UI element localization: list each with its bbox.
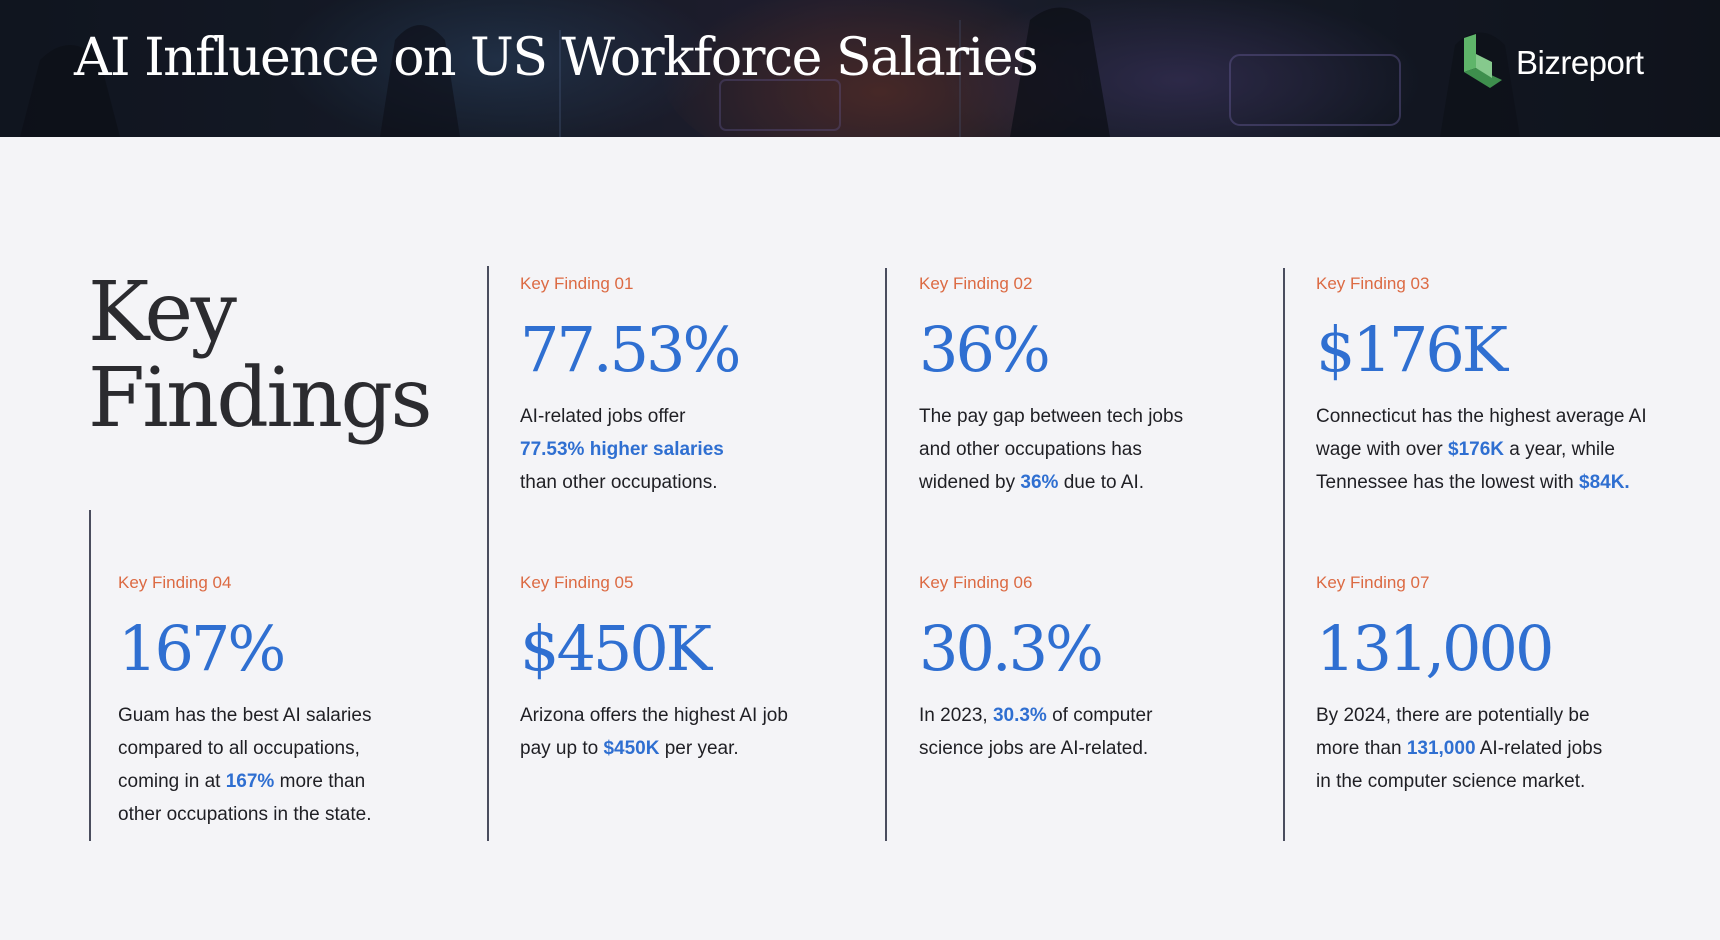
finding-value: 77.53% xyxy=(520,313,741,386)
finding-05: Key Finding 05 $450K Arizona offers the … xyxy=(520,573,865,765)
brand-logo[interactable]: Bizreport xyxy=(1462,34,1644,92)
finding-description: By 2024, there are potentially be more t… xyxy=(1316,699,1616,798)
finding-label: Key Finding 02 xyxy=(919,274,1033,293)
finding-description-text: The pay gap between tech jobs and other … xyxy=(919,406,1184,493)
finding-description-text: By 2024, there are potentially be more t… xyxy=(1316,705,1590,759)
finding-description-text: of computer science jobs are AI-related. xyxy=(919,705,1153,759)
finding-description-text: Connecticut has the highest average AI w… xyxy=(1316,406,1647,460)
finding-description: In 2023, 30.3% of computer science jobs … xyxy=(919,699,1174,765)
finding-value: 131,000 xyxy=(1316,612,1554,685)
finding-label: Key Finding 01 xyxy=(520,274,634,293)
finding-value: 167% xyxy=(118,612,286,685)
finding-label: Key Finding 04 xyxy=(118,573,232,592)
page-title: AI Influence on US Workforce Salaries xyxy=(74,28,1039,88)
finding-06: Key Finding 06 30.3% In 2023, 30.3% of c… xyxy=(919,573,1264,765)
finding-value: 30.3% xyxy=(919,612,1104,685)
header-banner: AI Influence on US Workforce Salaries Bi… xyxy=(0,0,1720,137)
finding-description-text: a year, while Tennessee has the lowest w… xyxy=(1316,439,1615,493)
finding-description: AI-related jobs offer 77.53% higher sala… xyxy=(520,400,740,499)
divider-2 xyxy=(885,268,887,841)
finding-description: The pay gap between tech jobs and other … xyxy=(919,400,1199,499)
finding-description-text: than other occupations. xyxy=(520,472,718,493)
finding-description-text: due to AI. xyxy=(1058,472,1145,493)
brand-name: Bizreport xyxy=(1516,44,1644,81)
finding-label: Key Finding 05 xyxy=(520,573,634,592)
finding-label: Key Finding 06 xyxy=(919,573,1033,592)
finding-description-text: Arizona offers the highest AI job pay up… xyxy=(520,705,788,759)
key-findings-heading-line-2: Findings xyxy=(88,351,433,446)
finding-description: Guam has the best AI salaries compared t… xyxy=(118,699,393,831)
finding-value: $450K xyxy=(520,612,712,685)
finding-highlight: 77.53% higher salaries xyxy=(520,439,724,460)
finding-description-text: per year. xyxy=(659,738,739,759)
banner-background-illustration xyxy=(0,0,1720,137)
finding-highlight: 36% xyxy=(1020,472,1059,493)
finding-description: Arizona offers the highest AI job pay up… xyxy=(520,699,790,765)
finding-description-text: In 2023, xyxy=(919,705,993,726)
finding-03: Key Finding 03 $176K Connecticut has the… xyxy=(1316,274,1661,499)
finding-highlight: 30.3% xyxy=(992,705,1047,726)
divider-3 xyxy=(1283,268,1285,841)
divider-4 xyxy=(89,510,91,841)
finding-01: Key Finding 01 77.53% AI-related jobs of… xyxy=(520,274,865,499)
finding-highlight: $450K xyxy=(603,738,660,759)
finding-highlight: 131,000 xyxy=(1406,738,1476,759)
finding-label: Key Finding 07 xyxy=(1316,573,1430,592)
bizreport-logo-icon xyxy=(1464,34,1502,88)
divider-1 xyxy=(487,266,489,841)
finding-description-text: more than other occupations in the state… xyxy=(118,771,372,825)
finding-description-text: AI-related jobs offer xyxy=(520,406,686,427)
finding-description-text: AI-related jobs in the computer science … xyxy=(1316,738,1603,792)
finding-label: Key Finding 03 xyxy=(1316,274,1430,293)
finding-highlight: $176K xyxy=(1448,439,1505,460)
key-findings-heading-line-1: Key xyxy=(88,265,237,360)
finding-value: 36% xyxy=(919,313,1051,386)
finding-description: Connecticut has the highest average AI w… xyxy=(1316,400,1661,499)
finding-07: Key Finding 07 131,000 By 2024, there ar… xyxy=(1316,573,1661,798)
finding-highlight: $84K. xyxy=(1579,472,1630,493)
finding-highlight: 167% xyxy=(225,771,275,792)
key-findings-heading: Key Findings xyxy=(88,270,433,442)
finding-04: Key Finding 04 167% Guam has the best AI… xyxy=(118,573,463,831)
finding-value: $176K xyxy=(1316,313,1508,386)
finding-02: Key Finding 02 36% The pay gap between t… xyxy=(919,274,1264,499)
finding-description-text: Guam has the best AI salaries compared t… xyxy=(118,705,372,792)
